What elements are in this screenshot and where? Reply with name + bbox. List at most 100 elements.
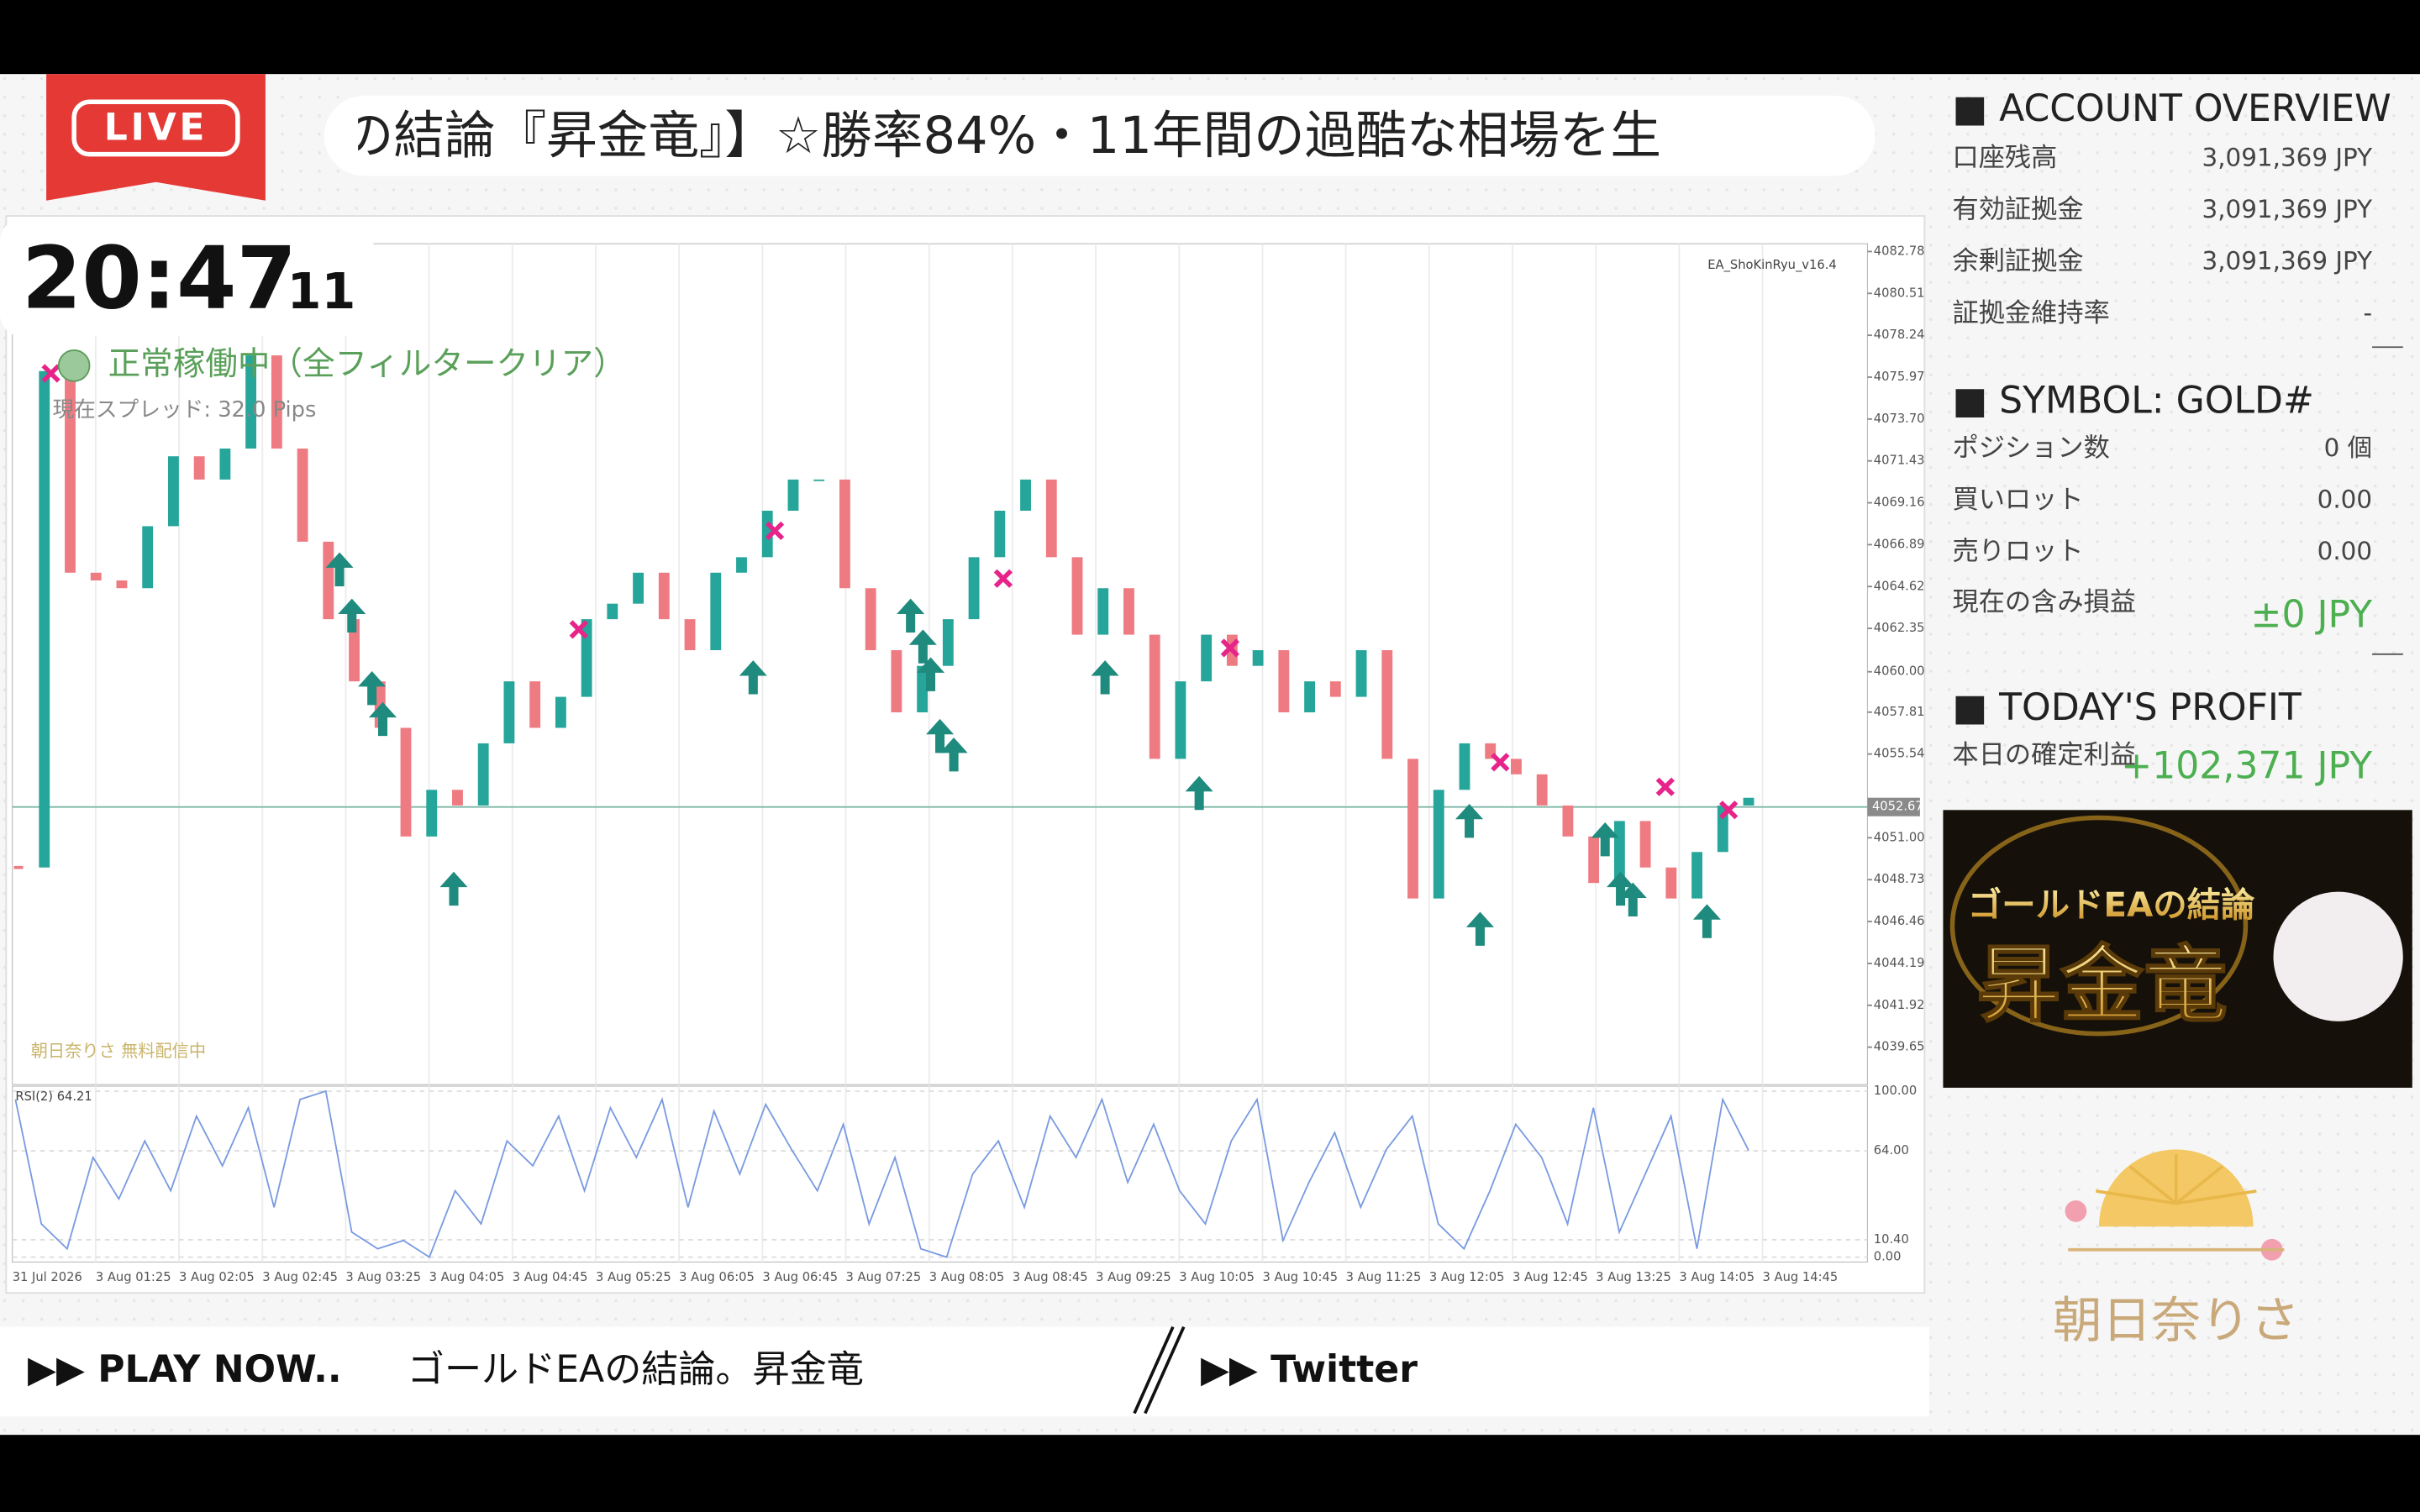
row-label: 本日の確定利益 <box>1952 740 2136 770</box>
candle <box>477 743 489 806</box>
chart: 31 Jul 2026 3 Aug 01:25 3 Aug 02:05 3 Aug 0… <box>13 244 1925 1284</box>
candle <box>1045 479 1057 558</box>
candle <box>297 448 308 542</box>
pl-value: ±0 JPY <box>2251 594 2374 637</box>
candle <box>65 370 76 573</box>
row-value: 3,091,369 JPY <box>2202 144 2373 172</box>
panel-heading: ■ ACCOUNT OVERVIEW <box>1952 87 2391 130</box>
y-tick-label: 4039.65 <box>1874 1040 1925 1054</box>
candle <box>1355 650 1367 697</box>
row-label: ポジション数 <box>1952 433 2109 463</box>
candle <box>503 681 515 743</box>
candle <box>426 790 438 837</box>
y-tick-label: 4071.43 <box>1874 454 1925 468</box>
row-value: 3,091,369 JPY <box>2202 195 2373 223</box>
x-tick-label: 3 Aug 06:05 <box>679 1270 755 1284</box>
candle <box>1175 681 1186 759</box>
candle <box>1252 650 1264 666</box>
candle <box>193 456 205 480</box>
x-tick-label: 3 Aug 08:45 <box>1013 1270 1088 1284</box>
y-tick-label: 4057.81 <box>1874 705 1925 719</box>
candle <box>1717 805 1728 853</box>
live-outline <box>71 99 240 157</box>
row-label: 有効証拠金 <box>1952 195 2083 225</box>
row-label: 余剰証拠金 <box>1952 246 2083 276</box>
live-badge <box>46 74 266 201</box>
candle <box>710 572 722 651</box>
rsi-pane <box>12 1085 1868 1263</box>
candle <box>839 479 850 589</box>
divider <box>1144 1326 1186 1415</box>
candle <box>1562 805 1574 837</box>
candle <box>529 681 541 728</box>
candle <box>736 557 747 573</box>
clock-time: 20:47 <box>22 228 297 328</box>
y-tick-label: 4048.73 <box>1874 872 1925 886</box>
x-tick-label: 3 Aug 12:45 <box>1512 1270 1588 1284</box>
panel-heading: ■ TODAY'S PROFIT <box>1952 686 2302 729</box>
candle <box>1123 588 1134 635</box>
candle <box>167 456 179 527</box>
candle <box>787 479 799 511</box>
candle <box>658 572 670 620</box>
candle <box>968 557 980 620</box>
x-tick-label: 3 Aug 06:45 <box>762 1270 838 1284</box>
live-text: LIVE <box>104 106 208 149</box>
rsi-label: RSI(2) 64.21 <box>15 1089 92 1104</box>
candle <box>1588 836 1600 884</box>
candle <box>633 572 644 604</box>
row-label: 口座残高 <box>1952 143 2057 173</box>
y-tick-label: 4046.46 <box>1874 914 1925 928</box>
row-label: 現在の含み損益 <box>1952 587 2136 617</box>
x-tick-label: 3 Aug 09:25 <box>1096 1270 1171 1284</box>
candle <box>942 619 954 666</box>
x-tick-label: 3 Aug 04:45 <box>513 1270 588 1284</box>
current-price-box <box>1867 797 1920 816</box>
y-tick-label: 4064.62 <box>1874 579 1925 593</box>
current-price-label: 4052.67 <box>1872 800 1923 814</box>
x-tick-label: 3 Aug 07:25 <box>846 1270 922 1284</box>
y-tick-label: 4066.89 <box>1874 537 1925 551</box>
x-tick-label: 3 Aug 01:25 <box>96 1270 171 1284</box>
ticker-text: の結論『昇金竜』】☆勝率84%・11年間の過酷な相場を生 <box>343 107 1661 165</box>
candle <box>142 526 154 589</box>
x-tick-label: 3 Aug 03:25 <box>345 1270 421 1284</box>
ticker-banner <box>324 95 1876 176</box>
promo-character <box>2273 891 2403 1021</box>
y-tick-label: 4082.78 <box>1874 244 1925 258</box>
row-label: 証拠金維持率 <box>1952 298 2109 328</box>
candle <box>245 355 257 449</box>
row-value: 0.00 <box>2317 486 2372 514</box>
candle <box>1020 479 1031 511</box>
candle <box>1511 759 1522 774</box>
watermark: 朝日奈りさ 無料配信中 <box>31 1041 206 1061</box>
x-tick-label: 3 Aug 02:45 <box>262 1270 338 1284</box>
candle <box>581 619 592 697</box>
logo-rays <box>2096 1153 2257 1205</box>
candle <box>452 790 463 806</box>
candle <box>891 650 902 713</box>
candle <box>1201 634 1213 682</box>
twitter-link[interactable]: ▶▶ Twitter <box>1201 1348 1418 1391</box>
candle <box>1743 797 1754 806</box>
candle <box>1536 774 1548 806</box>
y-tick-label: 100.00 <box>1874 1084 1917 1098</box>
candle <box>684 619 696 651</box>
candle <box>1278 650 1290 713</box>
candle <box>994 510 1006 558</box>
promo-line2: 昇金竜 <box>1977 937 2228 1034</box>
y-tick-label: 64.00 <box>1874 1143 1909 1158</box>
candle <box>917 665 929 713</box>
y-tick-label: 4080.51 <box>1874 286 1925 300</box>
price-pane <box>12 243 1868 1085</box>
x-tick-label: 3 Aug 13:25 <box>1596 1270 1671 1284</box>
row-label: 売りロット <box>1952 537 2083 567</box>
x-tick-label: 3 Aug 10:45 <box>1262 1270 1338 1284</box>
y-tick-label: 4041.92 <box>1874 998 1925 1012</box>
clock-box <box>0 218 374 337</box>
candle <box>400 727 412 837</box>
candle <box>761 510 773 558</box>
ea-name: EA_ShoKinRyu_v16.4 <box>1707 258 1836 272</box>
